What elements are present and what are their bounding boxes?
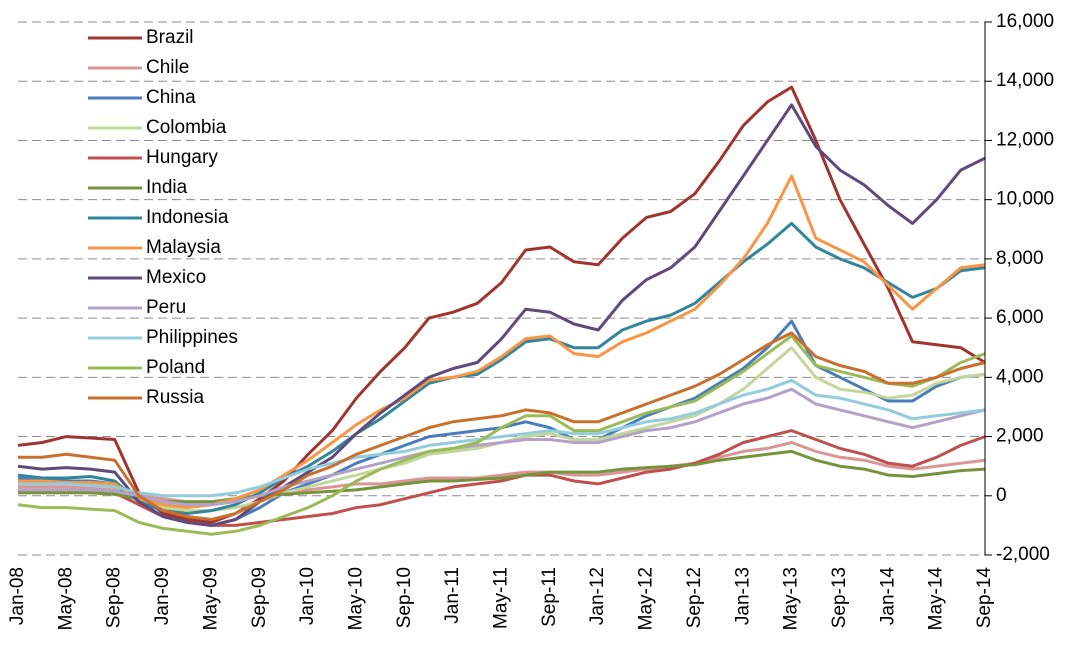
- x-tick-label: May-08: [55, 567, 76, 630]
- legend-label: Chile: [146, 57, 189, 78]
- legend-label: Mexico: [146, 267, 206, 288]
- x-tick-label: Sep-13: [829, 567, 850, 628]
- y-tick-label: 10,000: [996, 189, 1054, 210]
- x-tick-label: May-09: [200, 567, 221, 630]
- series-line: [18, 378, 986, 498]
- series-line: [18, 331, 986, 521]
- legend-label: Indonesia: [146, 207, 229, 228]
- series-line: [17, 334, 986, 536]
- y-tick-label: -2,000: [996, 544, 1050, 565]
- x-tick-label: Jan-13: [732, 567, 753, 625]
- y-tick-label: 14,000: [996, 70, 1054, 91]
- x-tick-label: May-13: [781, 567, 802, 630]
- series-line: [17, 85, 986, 524]
- legend-label: Peru: [146, 297, 186, 318]
- legend-label: China: [146, 87, 196, 108]
- x-tick-label: Jan-12: [587, 567, 608, 625]
- series-line: [18, 387, 986, 507]
- series-line: [17, 221, 986, 515]
- y-tick-label: 8,000: [996, 248, 1044, 269]
- legend-label: Poland: [146, 357, 205, 378]
- x-tick-label: May-11: [491, 567, 512, 629]
- x-tick-label: Sep-11: [539, 567, 560, 627]
- y-tick-label: 6,000: [996, 307, 1044, 328]
- legend-label: Hungary: [146, 147, 218, 168]
- x-tick-label: Sep-12: [684, 567, 705, 628]
- series-line: [18, 449, 986, 504]
- series-line: [18, 441, 986, 504]
- x-tick-label: Sep-08: [104, 567, 125, 628]
- x-tick-label: May-14: [926, 567, 947, 631]
- legend-label: Colombia: [146, 117, 227, 138]
- y-tick-label: 16,000: [996, 11, 1054, 32]
- legend-label: Philippines: [146, 327, 238, 348]
- series-line: [17, 103, 986, 527]
- y-tick-label: 12,000: [996, 129, 1054, 150]
- lines-layer: [17, 85, 986, 536]
- y-tick-label: 0: [996, 485, 1007, 506]
- series-line: [18, 174, 986, 510]
- x-tick-label: May-10: [345, 567, 366, 630]
- x-tick-label: Jan-09: [152, 567, 173, 625]
- x-tick-label: Jan-14: [877, 567, 898, 626]
- legend: Brazil Chile China Colombia Hungary India Indo…: [88, 27, 238, 408]
- legend-label: India: [146, 177, 188, 198]
- x-tick-label: Sep-10: [394, 567, 415, 628]
- y-tick-label: 2,000: [996, 426, 1044, 447]
- x-tick-label: Jan-08: [7, 567, 28, 625]
- x-tick-label: Jan-10: [297, 567, 318, 625]
- legend-label: Russia: [146, 387, 205, 408]
- x-tick-label: May-12: [636, 567, 657, 630]
- x-tick-label: Sep-09: [249, 567, 270, 628]
- y-tick-label: 4,000: [996, 366, 1044, 387]
- x-tick-label: Sep-14: [974, 567, 995, 629]
- axes-layer: -2,000 0 2,000 4,000 6,000 8,000 10,000 12,000 1…: [7, 11, 1054, 630]
- x-tick-label: Jan-11: [442, 567, 463, 624]
- legend-label: Malaysia: [146, 237, 221, 258]
- legend-label: Brazil: [146, 27, 194, 48]
